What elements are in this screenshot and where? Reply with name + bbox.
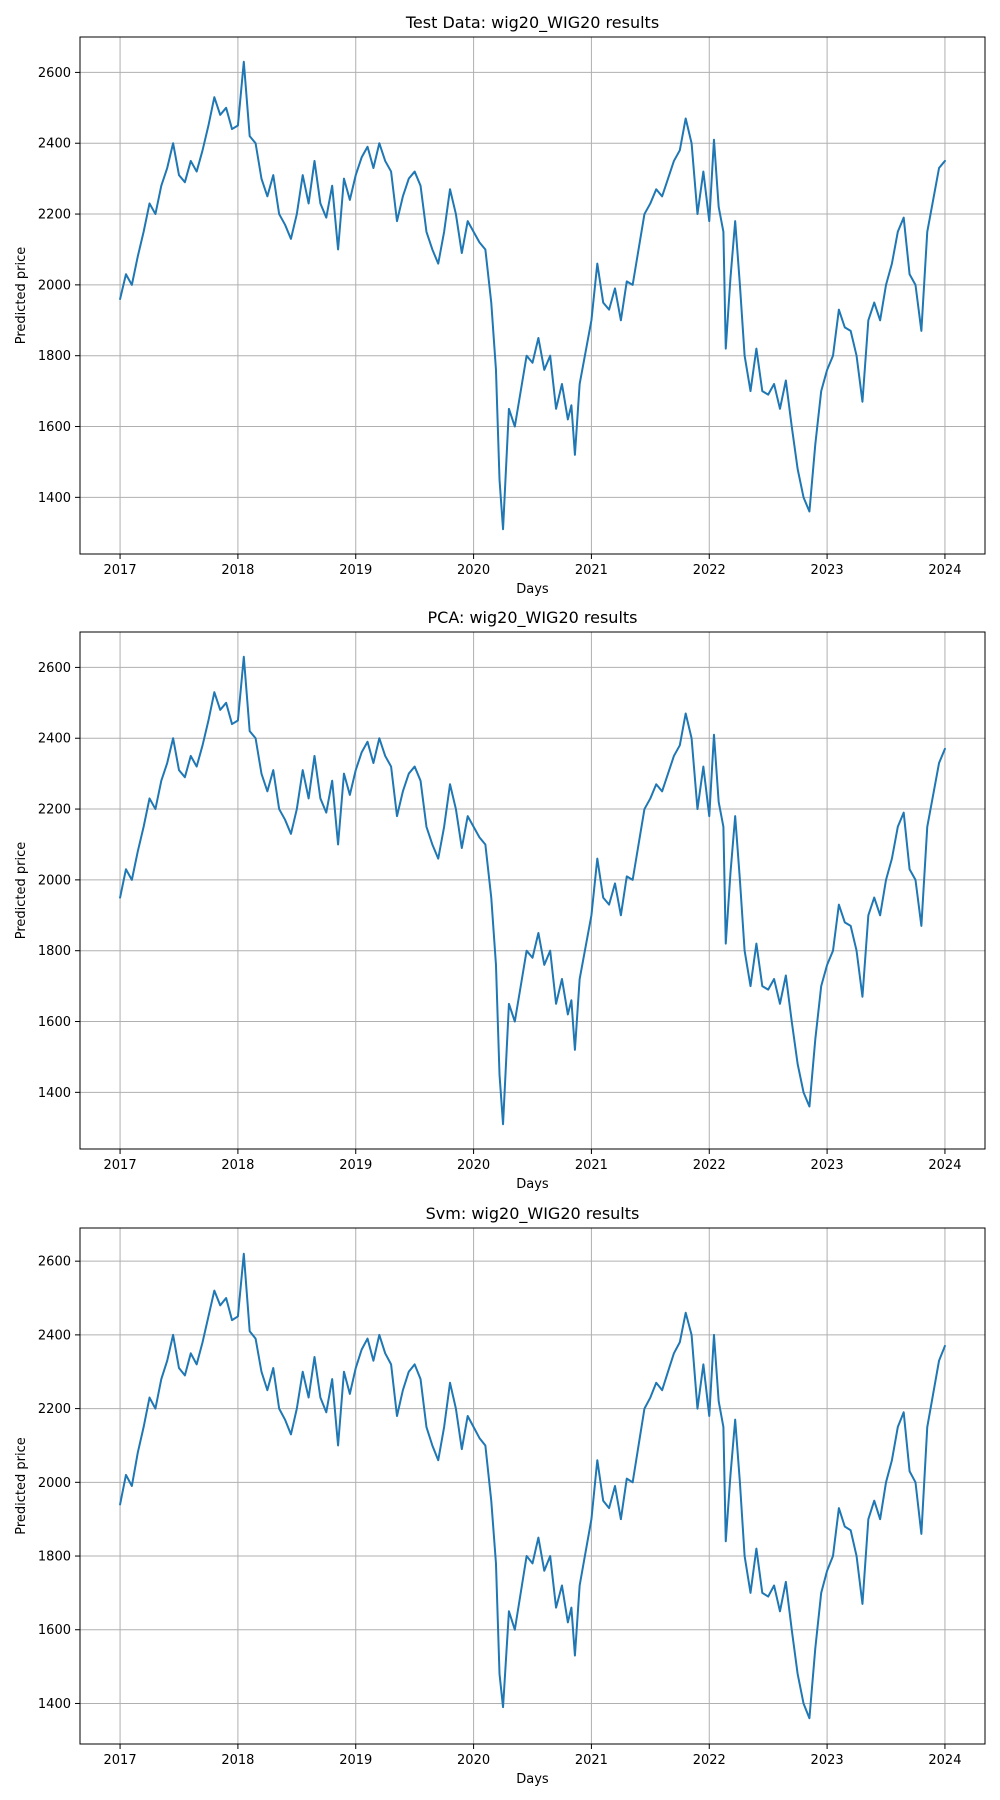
y-tick-label: 1800 [38, 349, 71, 364]
y-tick-label: 2600 [38, 66, 71, 81]
x-tick-label: 2019 [339, 563, 372, 578]
x-tick-label: 2023 [811, 1158, 844, 1173]
x-tick-label: 2023 [811, 1753, 844, 1768]
y-tick-label: 1600 [38, 1015, 71, 1030]
x-tick-label: 2024 [928, 1158, 961, 1173]
y-tick-label: 2000 [38, 873, 71, 888]
y-tick-label: 2200 [38, 1402, 71, 1417]
y-tick-label: 2200 [38, 803, 71, 818]
y-tick-label: 1600 [38, 1623, 71, 1638]
chart-panel-1: 1400 1600 1800 2000 2200 2400 2600 2017 2018 2019… [14, 13, 986, 597]
x-tick-label: 2018 [221, 563, 254, 578]
y-tick-label: 2400 [38, 137, 71, 152]
chart-title: Svm: wig20_WIG20 results [426, 1204, 640, 1224]
x-axis-label: Days [516, 1177, 549, 1192]
y-tick-label: 1400 [38, 491, 71, 506]
chart-title: PCA: wig20_WIG20 results [428, 608, 638, 628]
y-tick-label: 1400 [38, 1086, 71, 1101]
chart-panel-3: 1400 1600 1800 2000 2200 2400 2600 2017 2018 2019… [14, 1204, 986, 1787]
x-tick-label: 2021 [575, 563, 608, 578]
chart-title: Test Data: wig20_WIG20 results [405, 13, 659, 33]
x-tick-label: 2022 [693, 1753, 726, 1768]
plot-frame [79, 36, 986, 555]
x-tick-label: 2019 [339, 1753, 372, 1768]
x-tick-label: 2017 [104, 1753, 137, 1768]
x-tick-label: 2021 [575, 1753, 608, 1768]
x-axis-label: Days [516, 582, 549, 597]
y-tick-label: 1600 [38, 420, 71, 435]
y-axis-label: Predicted price [14, 1437, 29, 1535]
x-tick-label: 2017 [104, 1158, 137, 1173]
y-tick-label: 2200 [38, 208, 71, 223]
x-tick-label: 2018 [221, 1753, 254, 1768]
x-tick-label: 2024 [928, 563, 961, 578]
y-tick-label: 2600 [38, 661, 71, 676]
y-axis-label: Predicted price [14, 842, 29, 940]
y-axis-label: Predicted price [14, 247, 29, 345]
y-tick-label: 2000 [38, 278, 71, 293]
series-line [119, 655, 946, 1126]
y-tick-label: 2000 [38, 1476, 71, 1491]
chart-panel-2: 1400 1600 1800 2000 2200 2400 2600 2017 2018 2019… [14, 608, 986, 1192]
y-tick-label: 2400 [38, 1328, 71, 1343]
x-tick-label: 2020 [457, 563, 490, 578]
y-tick-label: 1800 [38, 1550, 71, 1565]
y-tick-label: 2600 [38, 1255, 71, 1270]
x-tick-label: 2024 [928, 1753, 961, 1768]
x-tick-label: 2021 [575, 1158, 608, 1173]
x-axis-label: Days [516, 1772, 549, 1787]
y-tick-label: 1800 [38, 944, 71, 959]
x-tick-label: 2017 [104, 563, 137, 578]
x-tick-label: 2020 [457, 1753, 490, 1768]
x-tick-label: 2018 [221, 1158, 254, 1173]
y-tick-label: 1400 [38, 1697, 71, 1712]
series-line [119, 1252, 946, 1720]
plot-frame [79, 631, 986, 1150]
series-line [119, 60, 946, 531]
plot-frame [79, 1227, 986, 1745]
x-tick-label: 2022 [693, 1158, 726, 1173]
x-tick-label: 2020 [457, 1158, 490, 1173]
x-tick-label: 2023 [811, 563, 844, 578]
x-tick-label: 2022 [693, 563, 726, 578]
x-tick-label: 2019 [339, 1158, 372, 1173]
y-tick-label: 2400 [38, 732, 71, 747]
